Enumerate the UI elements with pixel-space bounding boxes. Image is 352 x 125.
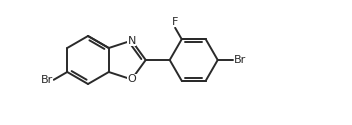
Text: Br: Br — [234, 55, 246, 65]
Text: Br: Br — [40, 75, 53, 85]
Text: N: N — [127, 36, 136, 46]
Text: F: F — [172, 17, 178, 27]
Text: O: O — [127, 74, 136, 84]
